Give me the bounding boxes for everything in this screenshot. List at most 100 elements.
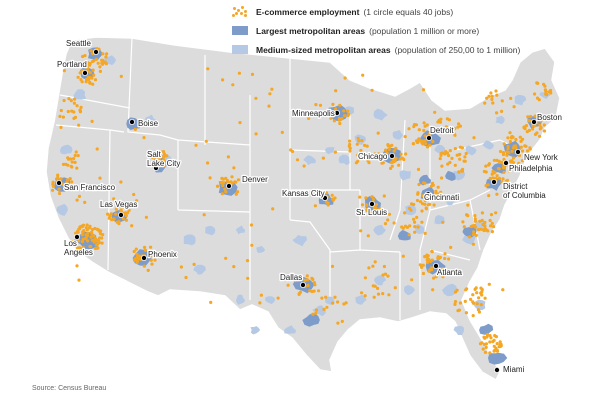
employment-dot	[495, 192, 499, 196]
employment-dot	[409, 208, 413, 212]
employment-dot	[93, 238, 97, 242]
employment-dot	[507, 169, 511, 173]
employment-dot	[66, 109, 70, 114]
employment-dot	[132, 192, 136, 197]
city-label-halo: San Francisco	[64, 183, 116, 192]
employment-dot	[371, 197, 376, 201]
employment-dot	[472, 136, 476, 140]
employment-dot	[484, 228, 489, 232]
employment-dot	[488, 351, 492, 355]
employment-dot	[65, 180, 69, 184]
employment-dot	[222, 181, 226, 185]
city-marker	[299, 281, 306, 288]
employment-dot	[508, 131, 512, 135]
city-label: Cincinnati	[424, 193, 459, 202]
city-label-halo: Miami	[503, 365, 525, 374]
employment-dot	[430, 266, 434, 270]
employment-dot	[488, 218, 492, 223]
legend: E-commerce employment (1 circle equals 4…	[232, 4, 592, 61]
city-label-halo: District of Columbia	[503, 182, 546, 200]
employment-dot	[480, 218, 484, 222]
employment-dot	[449, 245, 453, 249]
city-label-halo: Las Vegas	[100, 200, 137, 209]
largest-metro-area	[302, 313, 320, 327]
employment-dot	[457, 170, 461, 174]
employment-dot	[490, 221, 494, 225]
employment-dot	[549, 91, 553, 95]
city-marker	[321, 194, 328, 201]
employment-dot	[121, 217, 125, 221]
employment-dot	[413, 230, 417, 234]
employment-dot	[318, 103, 323, 107]
employment-dot	[488, 340, 492, 344]
employment-dot	[473, 217, 477, 221]
city-label: Portland	[57, 60, 87, 69]
employment-dot	[56, 175, 60, 180]
employment-dot	[534, 193, 538, 197]
employment-dot	[373, 260, 377, 264]
city-label-halo: Phoenix	[148, 250, 177, 259]
employment-dot	[433, 110, 437, 114]
employment-dot	[84, 77, 89, 82]
city-label: Philadelphia	[509, 164, 553, 173]
employment-dot	[421, 88, 426, 92]
employment-dot	[98, 69, 102, 73]
medium-metro-area	[442, 283, 457, 297]
city-label: Los Angeles	[64, 239, 93, 257]
employment-dot	[404, 152, 408, 156]
employment-dot	[221, 78, 225, 82]
employment-dot	[114, 207, 118, 211]
employment-dot	[498, 344, 503, 348]
largest-metro-area	[479, 323, 494, 335]
employment-dot	[75, 166, 79, 170]
employment-dot	[444, 150, 448, 154]
employment-dot	[68, 177, 72, 181]
employment-dot	[509, 159, 513, 163]
employment-dot	[358, 195, 362, 199]
city-label-halo: Atlanta	[437, 268, 462, 277]
employment-dot	[305, 274, 309, 278]
employment-dot	[386, 143, 390, 147]
employment-dot	[206, 161, 210, 165]
employment-dot	[424, 142, 428, 146]
employment-dot	[494, 335, 498, 339]
employment-dot	[453, 300, 458, 304]
medium-metro-area	[183, 234, 196, 246]
employment-dot	[73, 97, 77, 101]
employment-dot	[466, 203, 470, 207]
employment-dot	[73, 153, 77, 158]
medium-metro-area	[256, 245, 266, 254]
employment-dot	[367, 161, 371, 165]
city-label-halo: Denver	[242, 175, 268, 184]
employment-dot	[427, 269, 431, 273]
employment-dot	[377, 152, 381, 156]
employment-dot	[347, 144, 351, 148]
employment-dot	[307, 116, 311, 120]
employment-dot	[88, 249, 92, 253]
employment-dot	[166, 161, 170, 165]
employment-dot	[70, 160, 74, 164]
city-marker	[502, 159, 509, 166]
legend-largest: Largest metropolitan areas (population 1…	[232, 23, 592, 38]
employment-dot	[527, 128, 532, 132]
employment-dot	[502, 166, 506, 170]
city-marker	[515, 148, 522, 155]
employment-dot	[280, 130, 284, 134]
employment-dot	[497, 159, 501, 163]
employment-dot	[119, 74, 123, 78]
employment-dot	[82, 229, 86, 233]
employment-dot	[439, 190, 443, 194]
employment-dot	[115, 220, 119, 224]
employment-dot	[83, 54, 87, 58]
employment-dot	[543, 84, 547, 88]
city-marker	[140, 254, 147, 261]
employment-dot	[417, 182, 421, 187]
employment-dot	[458, 157, 462, 161]
employment-dot	[483, 220, 487, 224]
employment-dot	[463, 155, 467, 159]
medium-metro-area	[373, 224, 386, 236]
employment-dot	[90, 76, 94, 80]
